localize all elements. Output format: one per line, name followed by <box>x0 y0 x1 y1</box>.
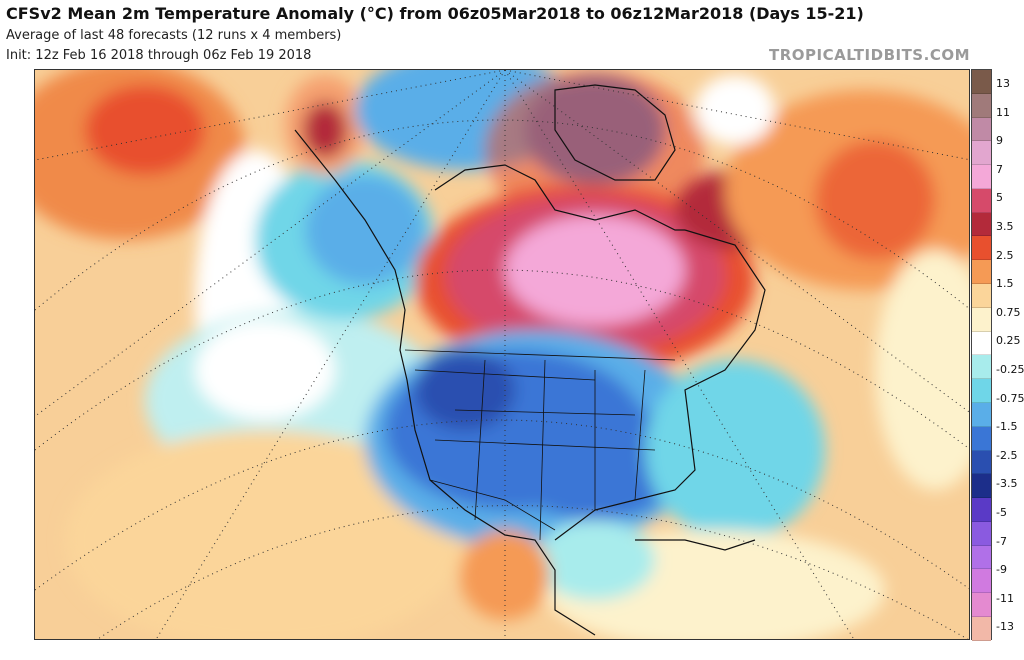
colorbar-tick-label: 1.5 <box>996 277 1014 291</box>
colorbar-tick-label: 11 <box>996 105 1010 119</box>
colorbar-segment <box>972 284 991 308</box>
colorbar-segment <box>972 236 991 261</box>
colorbar-segment <box>972 616 991 641</box>
init-time: Init: 12z Feb 16 2018 through 06z Feb 19… <box>6 48 312 63</box>
colorbar-segment <box>972 331 991 356</box>
colorbar-tick-label: -5 <box>996 506 1007 519</box>
brand-watermark: TROPICALTIDBITS.COM <box>769 46 970 64</box>
colorbar-segment <box>972 474 991 499</box>
colorbar-segment <box>972 188 991 213</box>
colorbar-tick-label: -0.25 <box>996 363 1024 376</box>
colorbar-tick-label: 7 <box>996 162 1003 176</box>
colorbar <box>971 69 992 641</box>
chart-title: CFSv2 Mean 2m Temperature Anomaly (°C) f… <box>6 4 864 23</box>
colorbar-tick-label: 0.25 <box>996 334 1021 348</box>
colorbar-segment <box>972 402 991 427</box>
colorbar-tick-label: 9 <box>996 134 1003 148</box>
colorbar-segment <box>972 260 991 285</box>
colorbar-tick-label: 2.5 <box>996 248 1014 262</box>
colorbar-segment <box>972 212 991 237</box>
colorbar-segment <box>972 141 991 166</box>
colorbar-segment <box>972 498 991 522</box>
borders <box>404 349 676 541</box>
colorbar-segment <box>972 165 991 189</box>
colorbar-tick-label: 3.5 <box>996 220 1014 233</box>
colorbar-segment <box>972 593 991 617</box>
colorbar-segment <box>972 569 991 594</box>
colorbar-segment <box>972 355 991 380</box>
colorbar-segment <box>972 379 991 403</box>
colorbar-segment <box>972 117 991 142</box>
graticule <box>35 70 969 639</box>
colorbar-segment <box>972 521 991 546</box>
colorbar-segment <box>972 426 991 451</box>
colorbar-tick-label: -13 <box>996 620 1014 634</box>
anomaly-field <box>35 70 969 639</box>
map-canvas <box>35 70 969 639</box>
colorbar-tick-label: 13 <box>996 77 1010 90</box>
colorbar-tick-label: -9 <box>996 563 1007 577</box>
chart-subtitle: Average of last 48 forecasts (12 runs x … <box>6 28 342 43</box>
colorbar-segment <box>972 307 991 332</box>
colorbar-tick-label: -2.5 <box>996 448 1018 462</box>
colorbar-tick-label: 0.75 <box>996 305 1021 319</box>
colorbar-segment <box>972 70 991 94</box>
anomaly-map <box>34 69 970 640</box>
coastlines <box>294 84 766 636</box>
colorbar-tick-label: -7 <box>996 534 1007 548</box>
colorbar-tick-label: -11 <box>996 591 1014 605</box>
colorbar-tick-label: -0.75 <box>996 391 1024 405</box>
colorbar-tick-label: -1.5 <box>996 420 1018 434</box>
colorbar-segment <box>972 450 991 475</box>
colorbar-segment <box>972 93 991 118</box>
colorbar-tick-label: -3.5 <box>996 477 1018 491</box>
colorbar-segment <box>972 545 991 570</box>
colorbar-tick-label: 5 <box>996 191 1003 205</box>
